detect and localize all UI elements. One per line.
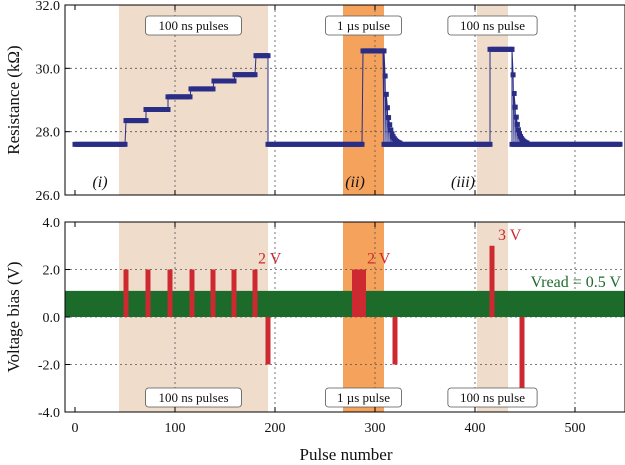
bot-region-label-box	[447, 387, 538, 408]
resistance-point	[387, 122, 393, 128]
resistance-point	[383, 91, 389, 97]
resistance-panel: 100 ns pulses 1 µs pulse 100 ns pulse (i) (…	[4, 0, 625, 204]
resistance-point	[165, 107, 171, 112]
top-region-label: 100 ns pulses	[158, 18, 228, 33]
top-region-label-box	[145, 15, 242, 36]
voltage-pulse-bar	[231, 269, 237, 317]
resistance-point	[617, 141, 623, 147]
resistance-point	[381, 48, 387, 54]
resistance-point	[210, 86, 216, 92]
top-y-tick-label: 30.0	[36, 62, 61, 77]
top-shaded-region	[477, 5, 508, 195]
bot-x-tick-label: 300	[365, 421, 386, 436]
bot-y-tick-label: 4.0	[43, 216, 61, 231]
x-axis-title: Pulse number	[299, 445, 392, 464]
voltage-annotation: 3 V	[498, 227, 522, 244]
resistance-point	[510, 72, 516, 78]
resistance-point	[252, 72, 258, 78]
top-shaded-region	[119, 5, 268, 195]
top-region-label-box	[325, 15, 402, 36]
top-shaded-region	[343, 5, 384, 195]
resistance-point	[359, 141, 365, 147]
bot-region-label: 1 µs pulse	[337, 390, 390, 405]
voltage-pulse-bar	[352, 269, 366, 317]
vread-band	[65, 290, 625, 317]
voltage-panel: Vread = 0.5 V 2 V 2 V 3 V 100 ns pulses 1 µ…	[4, 216, 625, 464]
voltage-pulse-bar	[167, 269, 173, 317]
resistance-point	[509, 46, 515, 52]
bot-region-label: 100 ns pulse	[460, 390, 525, 405]
resistance-point	[511, 90, 517, 96]
resistance-point	[517, 131, 522, 137]
voltage-annotation: 2 V	[367, 251, 391, 268]
top-region-label: 1 µs pulse	[337, 18, 390, 33]
region-marker-label: (ii)	[345, 174, 365, 191]
bot-region-label-box	[325, 387, 402, 408]
bot-x-tick-label: 0	[72, 421, 79, 436]
voltage-annotation: 2 V	[258, 251, 282, 268]
resistance-point	[515, 127, 521, 133]
resistance-point	[514, 121, 520, 127]
voltage-pulse-bar	[252, 269, 258, 317]
bottom-plot-frame	[64, 221, 625, 413]
bot-x-tick-label: 200	[265, 421, 286, 436]
voltage-pulse-bar	[265, 317, 271, 365]
resistance-point	[231, 78, 237, 84]
top-y-tick-label: 28.0	[36, 126, 61, 141]
resistance-point	[487, 141, 493, 147]
voltage-pulse-bar	[392, 317, 398, 365]
top-y-axis-title: Resistance (kΩ)	[4, 45, 23, 154]
vread-label: Vread = 0.5 V	[531, 274, 622, 291]
bot-y-tick-label: 0.0	[43, 311, 61, 326]
bot-region-label: 100 ns pulses	[158, 390, 228, 405]
top-region-label-box	[447, 15, 538, 36]
resistance-point	[187, 94, 193, 100]
top-y-tick-label: 26.0	[36, 189, 61, 204]
voltage-pulse-bar	[189, 269, 195, 317]
voltage-pulse-bar	[123, 269, 129, 317]
top-plot-frame	[64, 4, 625, 196]
bot-x-tick-label: 100	[165, 421, 186, 436]
resistance-point	[384, 105, 390, 111]
resistance-point	[513, 114, 519, 120]
resistance-point	[265, 53, 271, 59]
voltage-pulse-bar	[519, 317, 525, 389]
voltage-pulse-bar	[210, 269, 216, 317]
region-marker-label: (i)	[92, 174, 107, 191]
voltage-pulse-bar	[489, 245, 495, 317]
resistance-point	[389, 131, 395, 137]
bot-y-tick-label: 2.0	[43, 264, 61, 279]
resistance-point	[386, 115, 392, 121]
resistance-point	[388, 127, 394, 133]
bot-x-tick-label: 500	[565, 421, 586, 436]
top-y-tick-label: 32.0	[36, 0, 61, 14]
bot-region-label-box	[145, 387, 242, 408]
resistance-point	[512, 104, 518, 110]
resistance-point	[382, 73, 388, 79]
region-marker-label: (iii)	[451, 174, 475, 191]
bot-x-tick-label: 400	[465, 421, 486, 436]
bot-y-tick-label: -2.0	[38, 359, 60, 374]
voltage-pulse-bar	[145, 269, 151, 317]
resistance-point	[122, 141, 128, 147]
bot-y-tick-label: -4.0	[38, 406, 60, 421]
resistance-point	[143, 118, 149, 124]
top-region-label: 100 ns pulse	[460, 18, 525, 33]
bottom-y-axis-title: Voltage bias (V)	[4, 261, 23, 372]
